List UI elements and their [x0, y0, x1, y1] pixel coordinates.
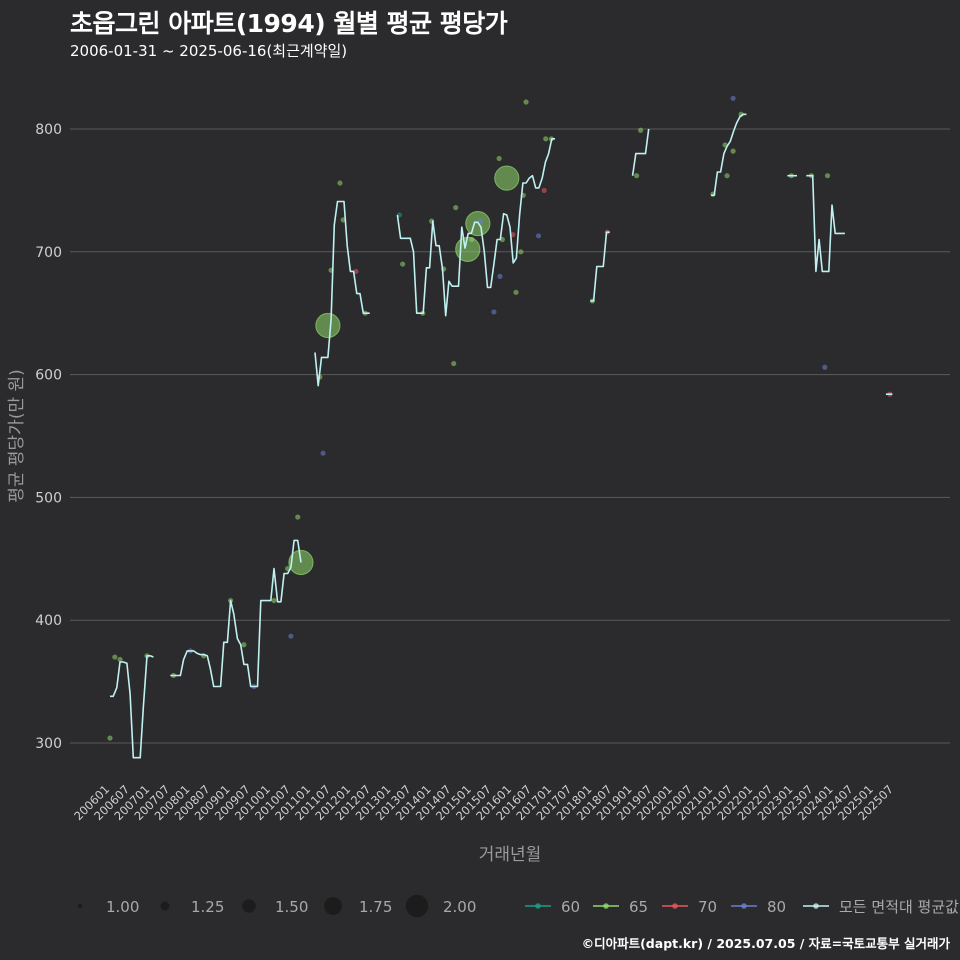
size-legend-dot — [324, 897, 342, 915]
scatter-point — [320, 450, 326, 456]
average-line-segment — [110, 655, 154, 759]
source-caption: ©디아파트(dapt.kr) / 2025.07.05 / 자료=국토교통부 실… — [581, 936, 950, 951]
scatter-point — [541, 187, 547, 193]
scatter-point — [295, 514, 301, 520]
color-legend-dot — [813, 903, 819, 909]
average-line-segment — [631, 128, 650, 176]
size-legend-label: 1.00 — [106, 898, 139, 916]
scatter-point — [491, 309, 497, 315]
average-line-segment — [170, 539, 302, 688]
scatter-point — [288, 633, 294, 639]
scatter-point — [535, 233, 542, 239]
scatter-point — [496, 155, 502, 162]
y-tick-label: 500 — [35, 490, 62, 506]
scatter-point — [117, 656, 123, 663]
scatter-point — [315, 312, 341, 339]
y-tick-label: 800 — [35, 122, 62, 138]
scatter-point — [513, 289, 519, 295]
y-tick-label: 700 — [35, 245, 62, 261]
scatter-point — [451, 360, 457, 367]
color-legend-label: 65 — [629, 898, 648, 916]
scatter-point — [543, 136, 549, 142]
size-legend-label: 1.50 — [275, 898, 308, 916]
size-legend-dot — [405, 894, 429, 918]
scatter-point — [497, 273, 503, 279]
grid-lines — [70, 128, 950, 744]
color-legend-label: 70 — [698, 898, 717, 916]
x-axis-ticks: 2006012006072007012007072008012008072009… — [71, 782, 896, 823]
average-line — [110, 113, 893, 759]
size-legend-dot — [242, 899, 256, 913]
scatter-point — [400, 261, 406, 267]
scatter-point — [730, 95, 736, 101]
scatter-point — [824, 173, 831, 179]
chart-subtitle: 2006-01-31 ~ 2025-06-16(최근계약일) — [70, 42, 348, 60]
size-legend-label: 1.25 — [191, 898, 224, 916]
scatter-point — [107, 735, 113, 741]
scatter-point — [453, 204, 459, 211]
scatter-point — [469, 236, 475, 243]
size-legend-dot — [160, 901, 170, 911]
scatter-point — [271, 597, 277, 604]
color-legend: 60 65 70 80 모든 면적대 평균값 — [525, 898, 959, 916]
size-legend-label: 1.75 — [359, 898, 392, 916]
color-legend-label: 80 — [767, 898, 786, 916]
size-legend-label: 2.00 — [443, 898, 476, 916]
average-line-segment — [590, 231, 610, 302]
scatter-point — [478, 218, 484, 224]
scatter-point — [353, 268, 359, 275]
y-axis-title: 평균 평당가(만 원) — [7, 369, 27, 503]
size-legend-dot — [77, 903, 83, 909]
scatter-point — [494, 165, 520, 191]
scatter-point — [638, 127, 644, 133]
y-tick-label: 600 — [35, 368, 62, 384]
scatter-point — [337, 180, 343, 186]
color-legend-dot — [603, 903, 609, 909]
size-legend: 1.00 1.25 1.50 1.75 2.00 — [77, 894, 476, 918]
y-tick-label: 300 — [35, 736, 62, 752]
average-line-segment — [314, 200, 370, 387]
scatter-points — [107, 95, 893, 741]
chart-title: 초읍그린 아파트(1994) 월별 평균 평당가 — [70, 9, 508, 38]
average-line-segment — [396, 138, 555, 317]
average-line-segment — [806, 174, 845, 273]
scatter-point — [730, 148, 736, 154]
scatter-point — [822, 364, 828, 370]
y-axis-ticks: 300 400 500 600 700 800 — [35, 122, 62, 752]
color-legend-label: 60 — [561, 898, 580, 916]
scatter-point — [523, 99, 529, 105]
average-line-segment — [711, 113, 747, 197]
scatter-point — [241, 642, 247, 648]
scatter-point — [518, 249, 524, 255]
scatter-point — [724, 173, 730, 179]
color-legend-dot — [535, 903, 541, 909]
scatter-point — [634, 173, 640, 179]
y-tick-label: 400 — [35, 613, 62, 629]
color-legend-dot — [741, 903, 747, 909]
scatter-point — [112, 654, 118, 660]
color-legend-label: 모든 면적대 평균값 — [839, 898, 959, 916]
color-legend-dot — [672, 903, 678, 909]
x-axis-title: 거래년월 — [479, 845, 542, 865]
